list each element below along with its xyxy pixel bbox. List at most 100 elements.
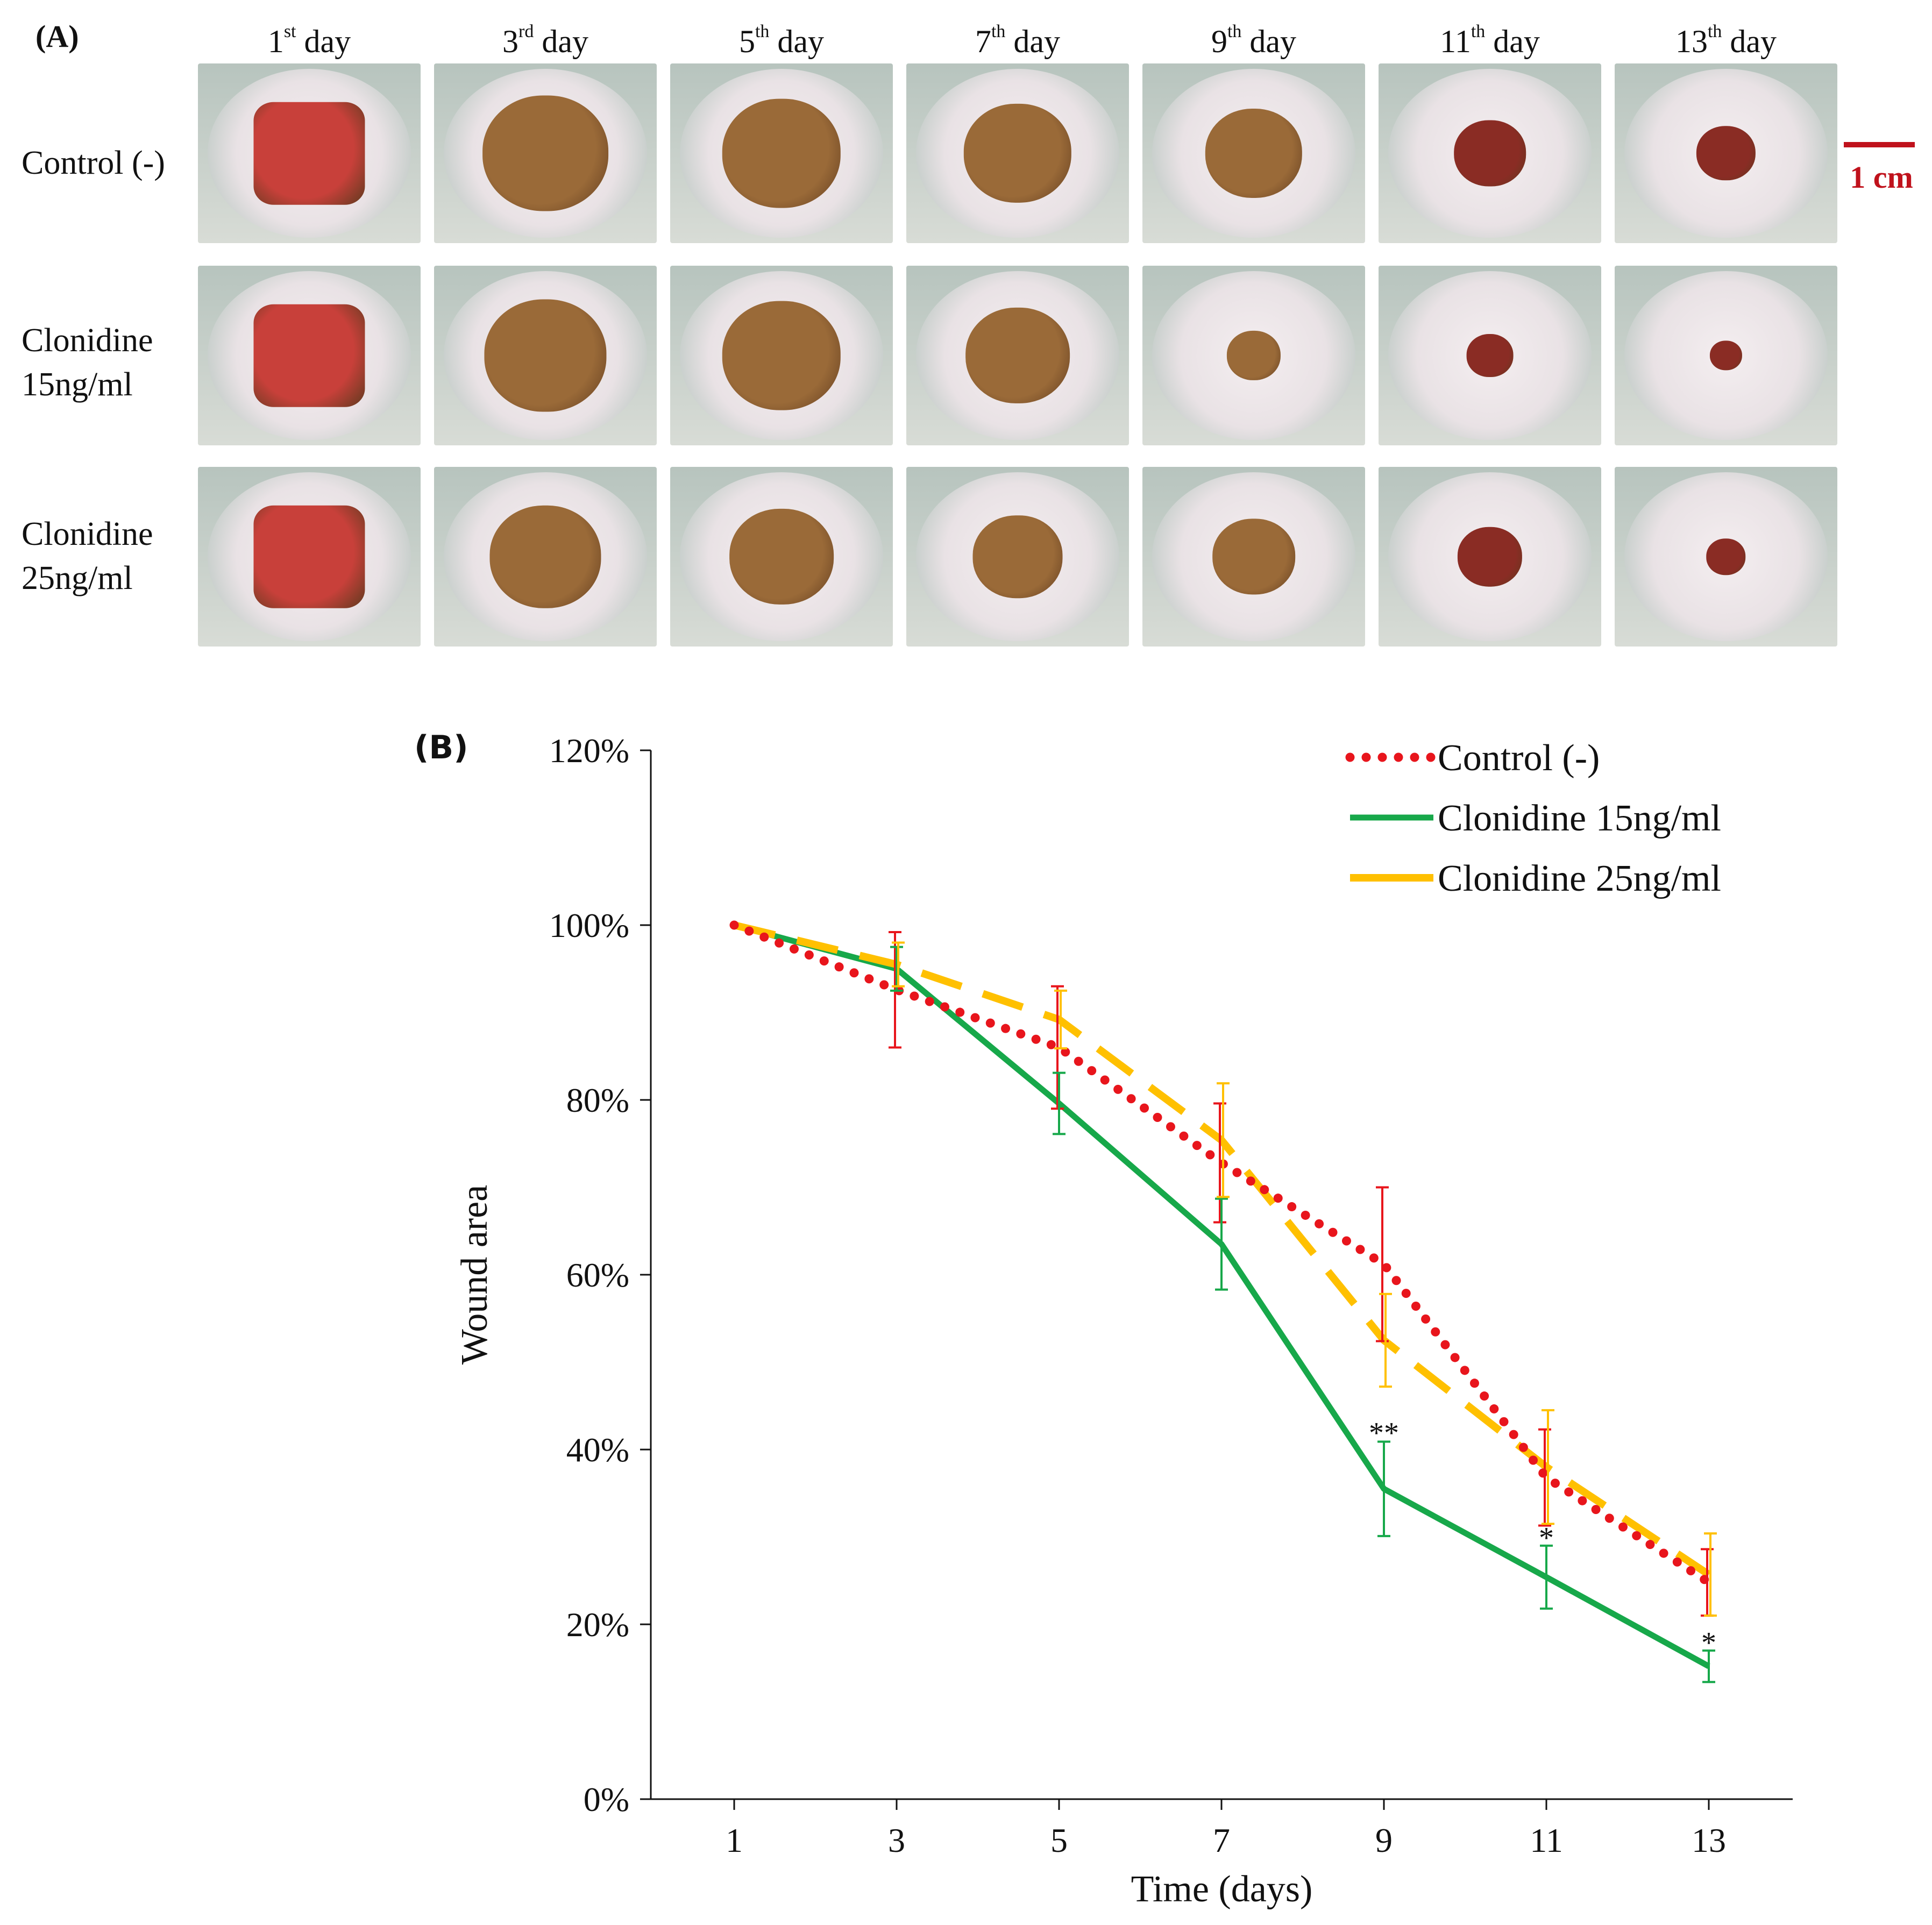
day-word: day	[1005, 24, 1061, 59]
day-suffix: th	[755, 22, 770, 41]
wound-spot	[1709, 340, 1743, 371]
wound-photo	[1615, 63, 1837, 243]
legend-label: Clonidine 25ng/ml	[1438, 858, 1721, 899]
row-label-line1: Clonidine	[22, 516, 153, 552]
wound-spot	[972, 515, 1063, 598]
y-tick-label: 0%	[584, 1780, 629, 1819]
wound-photo	[1615, 266, 1837, 445]
day-header-11: 11th day	[1379, 22, 1601, 60]
wound-photo	[670, 266, 893, 445]
day-word: day	[1722, 24, 1777, 59]
wound-photo	[198, 467, 421, 647]
wound-spot	[253, 102, 365, 205]
wound-spot	[489, 505, 601, 608]
day-number: 11	[1440, 24, 1471, 59]
y-tick-label: 80%	[566, 1081, 629, 1119]
day-suffix: th	[1227, 22, 1242, 41]
day-word: day	[769, 24, 825, 59]
wound-spot	[1205, 109, 1303, 198]
chart-annotations: ****	[1369, 1417, 1716, 1660]
wound-spot	[722, 98, 841, 208]
y-axis-title: Wound area	[454, 1185, 495, 1365]
day-word: day	[534, 24, 588, 59]
chart-legend: Control (-) Clonidine 15ng/ml Clonidine 25…	[1345, 737, 1721, 899]
wound-spot	[722, 301, 841, 410]
wound-spot	[1696, 126, 1756, 181]
wound-photo	[1142, 63, 1365, 243]
wound-photo	[1142, 467, 1365, 647]
legend-label: Clonidine 15ng/ml	[1438, 798, 1721, 839]
y-tick-label: 40%	[566, 1431, 629, 1469]
wound-spot	[484, 299, 607, 412]
wound-photo	[434, 467, 657, 647]
panel-a-label: (A)	[35, 19, 79, 54]
day-word: day	[1241, 24, 1297, 59]
x-tick-label: 7	[1213, 1821, 1230, 1859]
row-label-line2: 15ng/ml	[22, 366, 133, 403]
significance-marker: *	[1539, 1522, 1554, 1555]
wound-spot	[1212, 518, 1295, 595]
wound-photo	[670, 467, 893, 647]
wound-photo	[1615, 467, 1837, 647]
panel-b-label: (B)	[414, 729, 468, 766]
series-line-clonidine-15ng-ml	[733, 922, 1710, 1669]
row-label-line1: Control (-)	[22, 145, 165, 181]
scale-bar-label: 1 cm	[1850, 160, 1913, 195]
significance-marker: **	[1369, 1417, 1399, 1450]
x-axis-title: Time (days)	[1131, 1869, 1313, 1910]
day-header-5: 5th day	[670, 22, 893, 60]
day-header-13: 13th day	[1615, 22, 1837, 60]
y-tick-label: 100%	[549, 906, 629, 944]
wound-spot	[965, 307, 1070, 404]
wound-spot	[1466, 334, 1514, 377]
x-tick-label: 1	[726, 1821, 743, 1859]
wound-spot	[1226, 330, 1281, 381]
row-label-clonidine-15: Clonidine 15ng/ml	[22, 318, 194, 407]
day-suffix: th	[1707, 22, 1722, 41]
wound-spot	[1706, 538, 1746, 575]
day-word: day	[296, 24, 351, 59]
day-number: 1	[267, 24, 284, 59]
significance-marker: *	[1701, 1626, 1716, 1660]
row-label-clonidine-25: Clonidine 25ng/ml	[22, 512, 194, 600]
scale-bar	[1844, 142, 1915, 147]
day-suffix: th	[991, 22, 1006, 41]
day-word: day	[1485, 24, 1540, 59]
day-suffix: rd	[518, 22, 534, 41]
wound-photo	[1379, 467, 1601, 647]
wound-photo	[906, 266, 1129, 445]
wound-spot	[1454, 120, 1526, 187]
day-number: 3	[502, 24, 519, 59]
y-tick-label: 20%	[566, 1606, 629, 1644]
wound-spot	[253, 505, 365, 608]
x-tick-label: 13	[1692, 1821, 1726, 1859]
day-suffix: st	[283, 22, 296, 41]
wound-photo	[434, 63, 657, 243]
wound-photo	[434, 266, 657, 445]
wound-photo	[1142, 266, 1365, 445]
wound-spot	[253, 304, 365, 407]
day-number: 13	[1675, 24, 1708, 59]
day-header-1: 1st day	[198, 22, 421, 60]
day-header-9: 9th day	[1142, 22, 1365, 60]
wound-spot	[729, 508, 834, 605]
y-tick-label: 120%	[549, 731, 629, 770]
y-tick-label: 60%	[566, 1256, 629, 1294]
panel-b-chart: (B) 0% 20% 40% 60% 80% 100% 120% 1 3 5 7 9 11 13 Time …	[0, 672, 1932, 1925]
legend-label: Control (-)	[1438, 737, 1600, 779]
day-header-3: 3rd day	[434, 22, 657, 60]
wound-spot	[963, 103, 1072, 203]
wound-photo	[1379, 266, 1601, 445]
wound-photo	[906, 467, 1129, 647]
chart-series	[729, 920, 1714, 1669]
day-number: 9	[1211, 24, 1227, 59]
wound-photo	[198, 63, 421, 243]
panel-a-photo-grid: (A) 1st day 3rd day 5th day 7th day 9th day 1…	[0, 0, 1932, 651]
day-header-7: 7th day	[906, 22, 1129, 60]
row-label-control: Control (-)	[22, 141, 194, 185]
wound-photo	[670, 63, 893, 243]
x-tick-label: 5	[1050, 1821, 1068, 1859]
day-number: 5	[738, 24, 755, 59]
wound-spot	[482, 95, 608, 211]
